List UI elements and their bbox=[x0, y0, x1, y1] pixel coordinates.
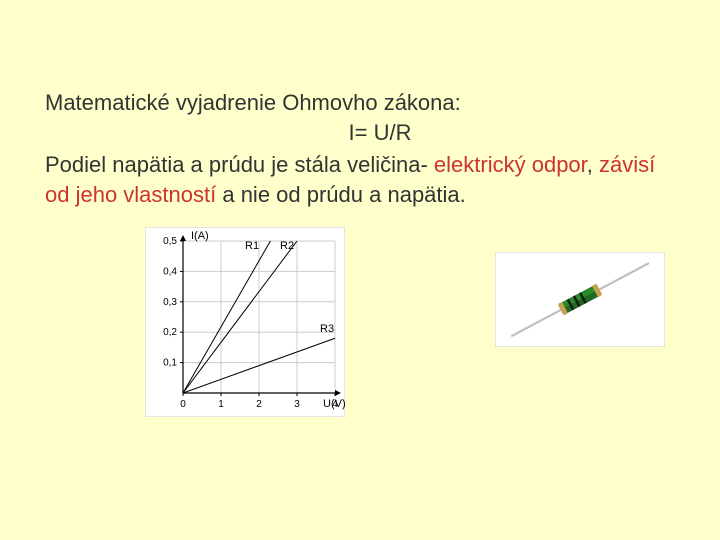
para-suffix: a nie od prúdu a napätia. bbox=[216, 182, 466, 207]
para-prefix: Podiel napätia a prúdu je stála veličina… bbox=[45, 152, 434, 177]
chart-container: 0,10,20,30,40,501234R1R2R3I(A)U(V) bbox=[145, 227, 345, 423]
heading-line: Matematické vyjadrenie Ohmovho zákona: bbox=[45, 90, 675, 116]
para-mid: , bbox=[587, 152, 599, 177]
slide-body: Matematické vyjadrenie Ohmovho zákona: I… bbox=[0, 0, 720, 423]
resistor-image bbox=[495, 252, 665, 347]
svg-text:0,3: 0,3 bbox=[163, 297, 177, 308]
svg-text:3: 3 bbox=[294, 399, 300, 410]
svg-text:R2: R2 bbox=[280, 240, 294, 252]
formula-line: I= U/R bbox=[45, 120, 675, 146]
svg-text:0,4: 0,4 bbox=[163, 267, 177, 278]
svg-text:0,1: 0,1 bbox=[163, 358, 177, 369]
paragraph: Podiel napätia a prúdu je stála veličina… bbox=[45, 150, 675, 209]
svg-text:R3: R3 bbox=[320, 323, 334, 335]
svg-text:0,2: 0,2 bbox=[163, 328, 177, 339]
svg-text:1: 1 bbox=[218, 399, 224, 410]
para-red-1: elektrický odpor bbox=[434, 152, 587, 177]
svg-text:0: 0 bbox=[180, 399, 186, 410]
svg-text:I(A): I(A) bbox=[191, 230, 209, 242]
svg-text:0,5: 0,5 bbox=[163, 236, 177, 247]
svg-text:U(V): U(V) bbox=[323, 398, 345, 410]
images-row: 0,10,20,30,40,501234R1R2R3I(A)U(V) bbox=[45, 227, 675, 423]
svg-text:R1: R1 bbox=[245, 240, 259, 252]
iv-chart: 0,10,20,30,40,501234R1R2R3I(A)U(V) bbox=[145, 227, 345, 417]
svg-text:2: 2 bbox=[256, 399, 262, 410]
resistor-container bbox=[495, 252, 665, 353]
